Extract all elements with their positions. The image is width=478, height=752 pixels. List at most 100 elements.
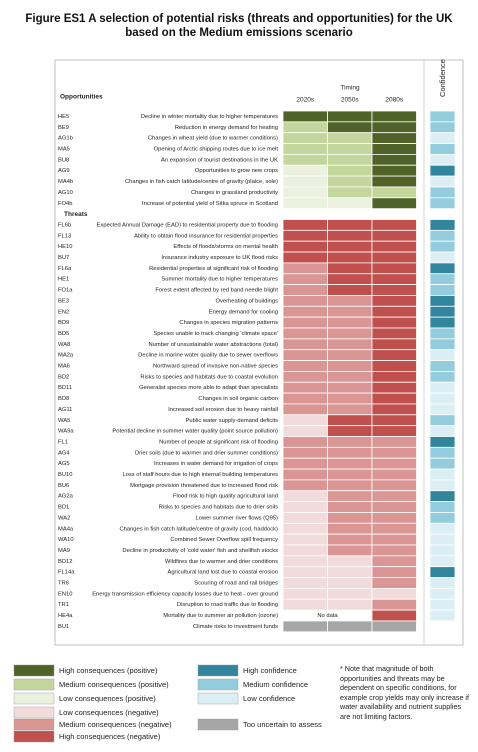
risk-code: BE9	[58, 125, 69, 131]
risk-code: FO1a	[58, 288, 73, 294]
legend-swatch	[13, 730, 55, 743]
risk-code: BU1	[58, 624, 69, 630]
risk-label: Decline in marine water quality due to s…	[138, 353, 278, 359]
timing-cell	[327, 479, 373, 492]
timing-cell	[282, 381, 328, 394]
timing-cell	[327, 143, 373, 155]
risk-code: WA10	[58, 537, 74, 543]
timing-cell	[282, 338, 328, 351]
timing-cell	[371, 338, 417, 351]
confidence-cell	[429, 392, 456, 405]
risk-label: Potential decline in summer water qualit…	[112, 429, 278, 435]
legend-label: Too uncertain to assess	[243, 720, 322, 729]
confidence-cell	[429, 262, 456, 275]
risk-code: WA9a	[58, 429, 74, 435]
table-frame	[54, 59, 464, 646]
risk-label: Public water supply-demand deficits	[186, 418, 279, 424]
timing-cell	[327, 327, 373, 340]
confidence-cell	[429, 425, 456, 437]
timing-cell	[282, 327, 328, 340]
risk-code: BU10	[58, 472, 73, 478]
timing-cell	[327, 392, 373, 405]
timing-cell	[282, 295, 328, 307]
confidence-cell	[429, 164, 456, 177]
risk-label: Overheating of buildings	[215, 298, 278, 304]
risk-label: Changes in wheat yield (due to warmer co…	[148, 136, 278, 142]
timing-cell	[327, 295, 373, 307]
risk-label: Increased soil erosion due to heavy rain…	[168, 407, 278, 413]
timing-cell	[282, 501, 328, 513]
timing-cell	[282, 219, 328, 231]
risk-code: MA2a	[58, 353, 74, 359]
timing-cell	[371, 577, 417, 589]
legend-label: High confidence	[243, 666, 297, 675]
timing-cell	[371, 240, 417, 253]
timing-cell	[282, 436, 328, 448]
confidence-cell	[429, 305, 456, 318]
timing-cell	[282, 588, 328, 600]
risk-code: BD1	[58, 505, 69, 511]
legend-swatch	[197, 692, 239, 705]
timing-cell	[371, 598, 417, 611]
timing-cell	[371, 316, 417, 329]
legend-label: Low consequences (negative)	[59, 708, 159, 717]
timing-cell	[282, 164, 328, 177]
timing-cell	[282, 512, 328, 524]
risk-code: MA4b	[58, 179, 73, 185]
confidence-cell	[429, 349, 456, 361]
timing-cell	[282, 566, 328, 578]
confidence-cell	[429, 284, 456, 296]
timing-cell	[371, 490, 417, 503]
timing-cell	[371, 566, 417, 578]
confidence-cell	[429, 186, 456, 199]
confidence-cell	[429, 273, 456, 286]
timing-cell	[327, 403, 373, 416]
risk-code: WA8	[58, 342, 70, 348]
risk-code: WA2	[58, 515, 70, 521]
risk-label: Residential properties at significant ri…	[149, 266, 278, 272]
timing-cell	[371, 121, 417, 134]
timing-cell	[371, 414, 417, 427]
timing-cell	[371, 251, 417, 264]
timing-cell	[282, 110, 328, 123]
risk-label: Energy transmission efficiency capacity …	[92, 591, 278, 597]
timing-cell	[371, 132, 417, 144]
footnote: * Note that magnitude of both opportunit…	[340, 664, 470, 721]
risk-label: Generalist species more able to adapt th…	[139, 385, 278, 391]
confidence-cell	[429, 414, 456, 427]
risk-label: Mortality due to summer air pollution (o…	[163, 613, 278, 619]
timing-cell	[371, 110, 417, 123]
risk-label: Increases in water demand for irrigation…	[154, 461, 278, 467]
timing-cell	[327, 446, 373, 459]
confidence-cell	[429, 544, 456, 557]
legend-label: High consequences (positive)	[59, 666, 158, 675]
timing-cell	[282, 598, 328, 611]
timing-cell	[327, 468, 373, 481]
confidence-cell	[429, 598, 456, 611]
timing-cell	[327, 588, 373, 600]
risk-code: FL13	[58, 233, 71, 239]
timing-cell	[327, 512, 373, 524]
timing-cell	[371, 544, 417, 557]
timing-cell	[327, 598, 373, 611]
timing-cell	[282, 479, 328, 492]
legend-swatch	[197, 678, 239, 691]
timing-cell	[371, 327, 417, 340]
confidence-cell	[429, 143, 456, 155]
risk-code: BD11	[58, 385, 72, 391]
risk-code: FL6b	[58, 222, 71, 228]
timing-cell	[282, 284, 328, 296]
risk-code: BD12	[58, 559, 73, 565]
risk-code: BE3	[58, 298, 69, 304]
confidence-cell	[429, 479, 456, 492]
timing-cell	[371, 403, 417, 416]
timing-cell	[282, 262, 328, 275]
timing-cell	[282, 370, 328, 383]
confidence-cell	[429, 197, 456, 210]
timing-cell	[282, 186, 328, 199]
timing-cell	[327, 186, 373, 199]
confidence-cell	[429, 512, 456, 524]
risk-code: AG5	[58, 461, 70, 467]
risk-label: Expected Annual Damage (EAD) to resident…	[97, 222, 278, 228]
